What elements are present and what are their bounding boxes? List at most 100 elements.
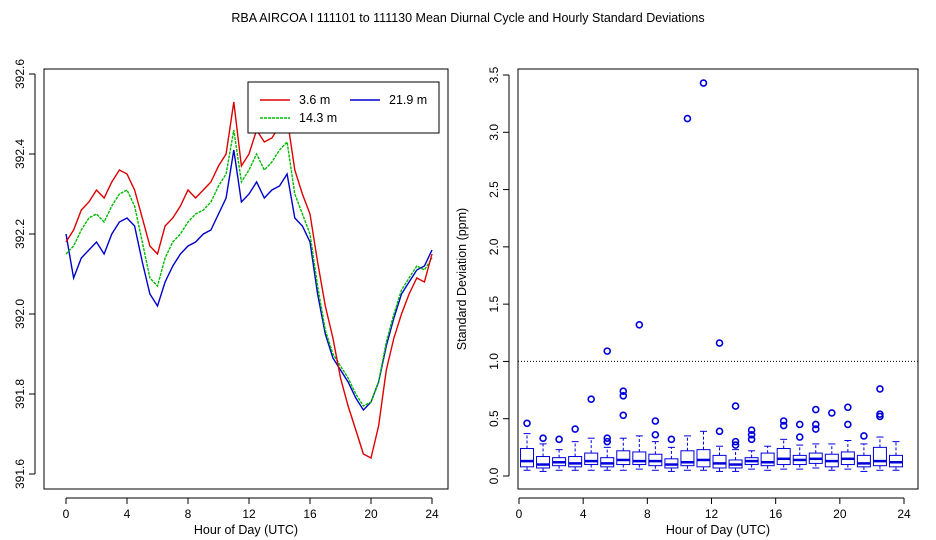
box-hour — [616, 387, 631, 471]
box-hour — [632, 320, 647, 470]
stddev-boxplot-panel: 0 4 8 12 16 20 24 Hour of Day (UTC) 0.0 0.5 1.0 1.5… — [455, 66, 919, 537]
outlier-point — [779, 417, 788, 425]
outlier-point — [619, 391, 628, 400]
outlier-point — [619, 387, 628, 396]
series-line-14-3-mm — [65, 129, 433, 407]
x-tick-label: 20 — [364, 507, 378, 521]
box-iqr — [584, 452, 599, 466]
box-hour — [584, 395, 599, 471]
outlier-point — [603, 434, 612, 442]
outlier-point — [715, 427, 724, 436]
box-iqr — [712, 454, 727, 469]
box-iqr — [856, 454, 871, 468]
box-iqr — [776, 448, 791, 466]
y-tick-label: 392.0 — [13, 299, 27, 329]
x-tick-label: 16 — [769, 507, 783, 521]
outlier-point — [731, 441, 740, 449]
x-tick-label: 24 — [425, 507, 439, 521]
outlier-point — [828, 409, 836, 417]
box-hour — [648, 417, 663, 471]
y-tick-label: 3.0 — [487, 124, 501, 141]
box-hour — [760, 445, 775, 471]
outlier-point — [635, 320, 644, 329]
outlier-point — [860, 432, 868, 440]
plot-frame — [517, 68, 919, 490]
y-tick-label: 2.5 — [487, 181, 501, 198]
box-hour — [856, 432, 871, 472]
series-line-3-6-mm — [65, 101, 433, 460]
outlier-point — [731, 402, 740, 410]
outlier-point — [603, 347, 612, 355]
box-iqr — [568, 456, 583, 468]
co2-diurnal-panel: 0 4 8 12 16 20 24 Hour of Day (UTC) 391.6 391.8 39… — [13, 59, 449, 537]
outlier-point — [844, 420, 852, 429]
box-hour — [600, 347, 615, 471]
box-iqr — [536, 456, 551, 469]
box-iqr — [632, 451, 647, 466]
box-iqr — [760, 452, 775, 467]
box-hour — [888, 441, 903, 471]
box-iqr — [616, 450, 631, 466]
x-tick-label: 20 — [833, 507, 847, 521]
plot-frame — [43, 68, 449, 490]
x-tick-label: 24 — [897, 507, 911, 521]
y-tick-label: 3.5 — [487, 66, 501, 83]
box-iqr — [696, 449, 711, 468]
box-hour — [792, 420, 807, 470]
y-tick-label: 0.5 — [487, 410, 501, 427]
outlier-point — [571, 425, 579, 433]
figure-title: RBA AIRCOA I 111101 to 111130 Mean Diurn… — [231, 11, 704, 25]
box-hour — [744, 426, 759, 470]
x-tick-label: 4 — [580, 507, 587, 521]
legend-label: 14.3 m — [299, 111, 337, 125]
legend-label: 21.9 m — [389, 93, 427, 107]
box-hour — [536, 434, 551, 472]
outlier-point — [539, 434, 547, 442]
box-hour — [808, 405, 823, 469]
outlier-point — [747, 435, 756, 444]
outlier-point — [747, 426, 756, 434]
outlier-point — [811, 425, 820, 433]
outlier-point — [795, 433, 804, 441]
outlier-point — [651, 417, 660, 425]
box-hour — [728, 402, 743, 472]
x-tick-label: 12 — [242, 507, 256, 521]
x-tick-label: 0 — [516, 507, 523, 521]
outlier-point — [699, 79, 708, 87]
outlier-point — [683, 114, 692, 123]
box-hour — [568, 425, 583, 471]
outlier-point — [811, 420, 820, 429]
x-axis-label: Hour of Day (UTC) — [666, 523, 770, 537]
y-tick-label: 0.0 — [487, 467, 501, 484]
y-tick-label: 2.0 — [487, 238, 501, 255]
box-hour — [824, 409, 839, 471]
outlier-point — [747, 430, 756, 439]
x-tick-label: 16 — [303, 507, 317, 521]
outlier-point — [876, 410, 884, 418]
outlier-point — [731, 437, 740, 446]
y-tick-label: 392.4 — [13, 139, 27, 169]
box-iqr — [520, 448, 535, 468]
outlier-point — [779, 421, 788, 430]
x-tick-label: 8 — [185, 507, 192, 521]
y-tick-label: 1.0 — [487, 353, 501, 370]
outlier-point — [651, 430, 660, 439]
box-hour — [712, 339, 727, 472]
box-hour — [872, 385, 887, 471]
x-tick-label: 12 — [705, 507, 719, 521]
outlier-point — [876, 385, 884, 393]
box-hour — [664, 435, 679, 472]
x-axis-label: Hour of Day (UTC) — [194, 523, 298, 537]
x-tick-label: 4 — [124, 507, 131, 521]
y-tick-label: 1.5 — [487, 295, 501, 312]
outlier-point — [667, 435, 676, 444]
outlier-point — [811, 405, 820, 414]
outlier-point — [587, 395, 595, 404]
y-tick-label: 391.8 — [13, 379, 27, 409]
box-hour — [776, 417, 791, 470]
outlier-point — [523, 419, 531, 428]
y-tick-label: 392.6 — [13, 59, 27, 89]
outlier-point — [619, 411, 628, 420]
box-iqr — [872, 446, 887, 467]
